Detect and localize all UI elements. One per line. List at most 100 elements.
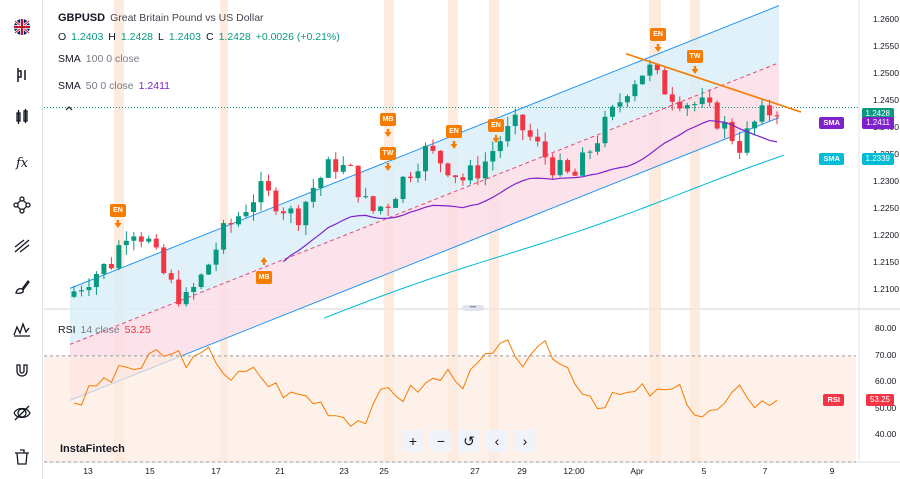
sma100-price-badge: 1.2339	[861, 153, 894, 165]
rsi-tick-label: 40.00	[875, 429, 897, 439]
pane-resize-handle[interactable]: •••	[462, 305, 484, 311]
signal-highlight	[690, 0, 700, 462]
toolbar-function-button[interactable]: fx	[5, 145, 38, 178]
reset-chart-button[interactable]: ↺	[458, 430, 480, 452]
time-tick-label: 25	[379, 466, 389, 476]
collapse-legend-button[interactable]	[62, 101, 76, 115]
candle-body	[624, 96, 630, 103]
time-tick-label: 5	[701, 466, 707, 476]
close-value: 1.2428	[218, 31, 251, 43]
chart-area[interactable]: GBPUSD Great Britain Pound vs US Dollar …	[44, 0, 900, 479]
signal-arrow-icon	[260, 257, 268, 265]
signal-arrow-icon	[654, 44, 662, 52]
signal-label[interactable]: TW	[380, 147, 396, 160]
candle-body	[587, 151, 593, 153]
toolbar-drawing-button[interactable]	[5, 188, 38, 221]
candle-body	[669, 94, 675, 102]
function-icon: fx	[15, 156, 29, 171]
toolbar-brush-button[interactable]	[5, 270, 38, 303]
scroll-back-button[interactable]: ‹	[486, 430, 508, 452]
toolbar-patterns-button[interactable]	[5, 312, 38, 345]
scroll-forward-button[interactable]: ›	[514, 430, 536, 452]
candle-body	[101, 263, 107, 275]
rsi-legend[interactable]: RSI 14 close 53.25	[58, 324, 151, 336]
price-tick-label: 1.2550	[873, 41, 899, 51]
low-value: 1.2403	[168, 31, 201, 43]
candle-body	[707, 97, 713, 103]
candle-body	[729, 121, 735, 142]
symbol-ticker[interactable]: GBPUSD	[58, 12, 106, 24]
candle-body	[550, 157, 556, 176]
zoom-in-button[interactable]: +	[402, 430, 424, 452]
rsi-line	[73, 339, 778, 428]
toolbar-bars-button[interactable]	[5, 100, 38, 133]
rsi-tag: RSI	[823, 394, 844, 406]
toolbar-trend-tools-button[interactable]	[5, 228, 38, 261]
signal-label[interactable]: TW	[687, 50, 703, 63]
candle-body	[161, 247, 167, 274]
signal-label[interactable]: MB	[380, 113, 396, 126]
candle-body	[505, 126, 511, 142]
candle-body	[183, 292, 189, 305]
toolbar-magnet-button[interactable]	[5, 354, 38, 387]
signal-label[interactable]: MB	[256, 271, 272, 284]
signal-label[interactable]: EN	[446, 125, 462, 138]
sma100-params: 100 0 close	[85, 53, 140, 65]
sma50-legend[interactable]: SMA 50 0 close 1.2411	[58, 80, 170, 92]
candle-body	[415, 171, 421, 179]
channel-lower-line	[69, 117, 780, 401]
signal-label[interactable]: EN	[488, 119, 504, 132]
rsi-tick-label: 50.00	[875, 402, 897, 413]
toolbar-hide-button[interactable]	[5, 396, 38, 429]
candle-body	[460, 177, 466, 181]
toolbar-flag-button[interactable]	[5, 10, 38, 43]
change-value: +0.0026 (+0.21%)	[255, 31, 340, 43]
candle-body	[325, 159, 331, 178]
channel-lower-fill	[70, 62, 779, 401]
time-tick-label: 9	[829, 466, 835, 476]
candle-body	[138, 236, 144, 242]
candle-body	[535, 136, 541, 142]
candle-body	[647, 64, 653, 76]
candle-body	[677, 101, 683, 109]
candle-body	[393, 199, 399, 208]
candle-body	[774, 115, 780, 117]
candle-body	[639, 75, 645, 85]
zoom-out-button[interactable]: −	[430, 430, 452, 452]
chevron-up-icon	[65, 106, 73, 111]
signal-arrow-icon	[492, 135, 500, 143]
delete-icon	[14, 448, 29, 465]
candle-body	[662, 70, 668, 95]
resistance-trendline	[625, 53, 802, 113]
rsi-value-badge: 53.25	[865, 394, 894, 406]
sma100-legend[interactable]: SMA 100 0 close	[58, 53, 139, 65]
candle-body	[722, 121, 728, 129]
candle-body	[595, 143, 601, 152]
candle-body	[258, 181, 264, 203]
candle-body	[572, 171, 578, 176]
toolbar-delete-button[interactable]	[5, 440, 38, 473]
time-tick-label: 12:00	[563, 466, 585, 476]
brush-icon	[14, 279, 30, 294]
chart-canvas[interactable]	[44, 0, 900, 479]
sma50-price-badge: 1.2411	[862, 117, 894, 129]
high-value: 1.2428	[120, 31, 154, 43]
price-tick-label: 1.2600	[873, 14, 899, 24]
candle-body	[310, 187, 316, 202]
toolbar-candle-type-button[interactable]	[5, 58, 38, 91]
candle-body	[759, 105, 765, 122]
time-tick-label: 21	[275, 466, 285, 476]
candle-body	[236, 216, 242, 225]
open-label: O	[58, 31, 67, 43]
candle-body	[692, 104, 698, 106]
signal-label[interactable]: EN	[650, 28, 666, 41]
sma50-line	[283, 119, 778, 263]
candle-body	[273, 190, 279, 212]
candle-body	[280, 211, 286, 214]
sma50-name: SMA	[58, 80, 81, 92]
candle-body	[363, 196, 369, 198]
candle-body	[176, 279, 182, 305]
candle-body	[512, 114, 518, 127]
candle-body	[490, 151, 496, 162]
signal-label[interactable]: EN	[110, 204, 126, 217]
